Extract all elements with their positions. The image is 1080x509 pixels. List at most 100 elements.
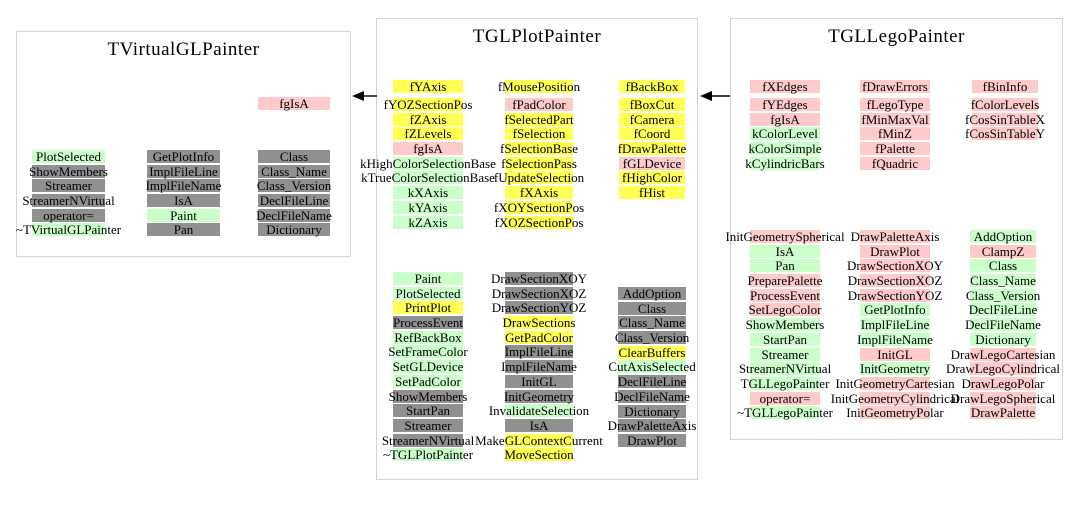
member-cell-StartPan[interactable]: StartPan (393, 404, 463, 418)
member-cell-~TGLLegoPainter[interactable]: ~TGLLegoPainter (737, 406, 833, 420)
member-cell-Class[interactable]: Class (618, 301, 686, 315)
member-cell-SetLegoColor[interactable]: SetLegoColor (749, 303, 821, 317)
class-title-tglplotpainter[interactable]: TGLPlotPainter (472, 26, 602, 47)
member-cell-fMinMaxVal[interactable]: fMinMaxVal (860, 112, 930, 126)
member-cell-ImplFileName[interactable]: ImplFileName (146, 179, 221, 193)
member-cell-Streamer[interactable]: Streamer (32, 179, 105, 193)
member-cell-DrawPlot[interactable]: DrawPlot (860, 244, 930, 258)
member-cell-ProcessEvent[interactable]: ProcessEvent (750, 288, 820, 302)
member-cell-DrawLegoCylindrical[interactable]: DrawLegoCylindrical (946, 362, 1060, 376)
member-cell-fPadColor[interactable]: fPadColor (505, 98, 573, 111)
member-cell-DeclFileLine[interactable]: DeclFileLine (258, 194, 330, 208)
member-cell-fXEdges[interactable]: fXEdges (750, 80, 820, 93)
member-cell-fQuadric[interactable]: fQuadric (860, 156, 930, 170)
member-cell-DrawSectionXOY[interactable]: DrawSectionXOY (491, 272, 587, 285)
member-cell-DeclFileName[interactable]: DeclFileName (614, 389, 690, 403)
member-cell-DrawSectionXOY[interactable]: DrawSectionXOY (847, 259, 943, 273)
member-cell-fgIsA[interactable]: fgIsA (750, 112, 820, 126)
member-cell-InitGeometryPolar[interactable]: InitGeometryPolar (846, 406, 944, 420)
member-cell-ClampZ[interactable]: ClampZ (970, 244, 1036, 258)
member-cell-ShowMembers[interactable]: ShowMembers (746, 318, 824, 332)
member-cell-DrawSectionYOZ[interactable]: DrawSectionYOZ (848, 288, 942, 302)
member-cell-Dictionary[interactable]: Dictionary (618, 404, 686, 418)
member-cell-GetPlotInfo[interactable]: GetPlotInfo (860, 303, 930, 317)
member-cell-fUpdateSelection[interactable]: fUpdateSelection (494, 171, 584, 185)
member-cell-fXOZSectionPos[interactable]: fXOZSectionPos (495, 215, 583, 229)
member-cell-DrawPlot[interactable]: DrawPlot (618, 433, 686, 447)
member-cell-MakeGLContextCurrent[interactable]: MakeGLContextCurrent (475, 433, 603, 447)
member-cell-kCylindricBars[interactable]: kCylindricBars (745, 156, 825, 170)
member-cell-fCosSinTableY[interactable]: fCosSinTableY (965, 127, 1045, 141)
member-cell-IsA[interactable]: IsA (505, 418, 573, 432)
member-cell-PlotSelected[interactable]: PlotSelected (32, 150, 105, 163)
member-cell-~TGLPlotPainter[interactable]: ~TGLPlotPainter (383, 448, 473, 462)
member-cell-SetPadColor[interactable]: SetPadColor (393, 374, 463, 388)
member-cell-kZAxis[interactable]: kZAxis (393, 215, 463, 229)
member-cell-kYAxis[interactable]: kYAxis (393, 200, 463, 214)
member-cell-fBoxCut[interactable]: fBoxCut (619, 98, 685, 111)
member-cell-InitGL[interactable]: InitGL (860, 347, 930, 361)
member-cell-DrawSections[interactable]: DrawSections (503, 316, 575, 330)
member-cell-DrawLegoSpherical[interactable]: DrawLegoSpherical (951, 391, 1055, 405)
member-cell-InitGeometry[interactable]: InitGeometry (504, 389, 574, 403)
member-cell-DrawSectionXOZ[interactable]: DrawSectionXOZ (848, 274, 942, 288)
member-cell-fHighColor[interactable]: fHighColor (619, 171, 685, 185)
member-cell-CutAxisSelected[interactable]: CutAxisSelected (608, 360, 696, 374)
member-cell-InvalidateSelection[interactable]: InvalidateSelection (489, 404, 589, 418)
member-cell-StreamerNVirtual[interactable]: StreamerNVirtual (22, 194, 115, 208)
member-cell-InitGeometry[interactable]: InitGeometry (860, 362, 930, 376)
member-cell-fYAxis[interactable]: fYAxis (393, 80, 463, 93)
member-cell-DeclFileName[interactable]: DeclFileName (965, 318, 1041, 332)
member-cell-Class_Version[interactable]: Class_Version (615, 331, 689, 345)
member-cell-fSelectionBase[interactable]: fSelectionBase (500, 142, 578, 156)
member-cell-fCoord[interactable]: fCoord (619, 127, 685, 141)
member-cell-fSelectionPass[interactable]: fSelectionPass (501, 156, 577, 170)
member-cell-InitGeometryCartesian[interactable]: InitGeometryCartesian (835, 376, 955, 390)
member-cell-RefBackBox[interactable]: RefBackBox (393, 330, 463, 344)
member-cell-ImplFileName[interactable]: ImplFileName (857, 332, 933, 346)
member-cell-kTrueColorSelectionBase[interactable]: kTrueColorSelectionBase (361, 171, 495, 185)
member-cell-DeclFileName[interactable]: DeclFileName (256, 208, 332, 222)
member-cell-InitGeometryCylindrical[interactable]: InitGeometryCylindrical (831, 391, 959, 405)
member-cell-ImplFileName[interactable]: ImplFileName (501, 360, 577, 374)
member-cell-fDrawErrors[interactable]: fDrawErrors (860, 80, 930, 93)
member-cell-fYEdges[interactable]: fYEdges (750, 98, 820, 111)
member-cell-DeclFileLine[interactable]: DeclFileLine (969, 303, 1037, 317)
member-cell-DrawSectionYOZ[interactable]: DrawSectionYOZ (492, 301, 586, 315)
member-cell-Class[interactable]: Class (258, 150, 330, 163)
member-cell-Dictionary[interactable]: Dictionary (970, 332, 1036, 346)
member-cell-fMinZ[interactable]: fMinZ (860, 127, 930, 141)
member-cell-StreamerNVirtual[interactable]: StreamerNVirtual (739, 362, 831, 376)
member-cell-fCamera[interactable]: fCamera (619, 112, 685, 126)
member-cell-MoveSection[interactable]: MoveSection (504, 448, 574, 462)
member-cell-fGLDevice[interactable]: fGLDevice (619, 156, 685, 170)
member-cell-fHist[interactable]: fHist (619, 186, 685, 200)
class-title-tgllegopainter[interactable]: TGLLegoPainter (828, 26, 965, 47)
member-cell-Class[interactable]: Class (970, 259, 1036, 273)
member-cell-fZLevels[interactable]: fZLevels (393, 127, 463, 141)
member-cell-operator=[interactable]: operator= (32, 208, 105, 222)
member-cell-fBinInfo[interactable]: fBinInfo (972, 80, 1038, 93)
member-cell-ImplFileLine[interactable]: ImplFileLine (147, 164, 220, 178)
member-cell-Class_Name[interactable]: Class_Name (618, 316, 686, 330)
member-cell-Streamer[interactable]: Streamer (393, 418, 463, 432)
member-cell-ClearBuffers[interactable]: ClearBuffers (618, 345, 686, 359)
member-cell-ProcessEvent[interactable]: ProcessEvent (393, 316, 463, 330)
member-cell-IsA[interactable]: IsA (147, 194, 220, 208)
member-cell-Streamer[interactable]: Streamer (750, 347, 820, 361)
member-cell-PreparePalette[interactable]: PreparePalette (747, 274, 823, 288)
member-cell-Class_Version[interactable]: Class_Version (257, 179, 331, 193)
member-cell-kHighColorSelectionBase[interactable]: kHighColorSelectionBase (360, 156, 496, 170)
member-cell-fColorLevels[interactable]: fColorLevels (971, 98, 1039, 111)
member-cell-DrawLegoCartesian[interactable]: DrawLegoCartesian (951, 347, 1055, 361)
member-cell-kXAxis[interactable]: kXAxis (393, 186, 463, 200)
member-cell-kColorLevel[interactable]: kColorLevel (750, 127, 820, 141)
member-cell-DrawSectionXOZ[interactable]: DrawSectionXOZ (492, 286, 586, 300)
member-cell-~TVirtualGLPainter[interactable]: ~TVirtualGLPainter (16, 223, 121, 237)
member-cell-Class_Name[interactable]: Class_Name (970, 274, 1036, 288)
member-cell-ShowMembers[interactable]: ShowMembers (29, 164, 108, 178)
member-cell-InitGL[interactable]: InitGL (505, 374, 573, 388)
member-cell-ShowMembers[interactable]: ShowMembers (389, 389, 467, 403)
member-cell-DeclFileLine[interactable]: DeclFileLine (618, 375, 686, 389)
member-cell-fXOYSectionPos[interactable]: fXOYSectionPos (494, 200, 584, 214)
